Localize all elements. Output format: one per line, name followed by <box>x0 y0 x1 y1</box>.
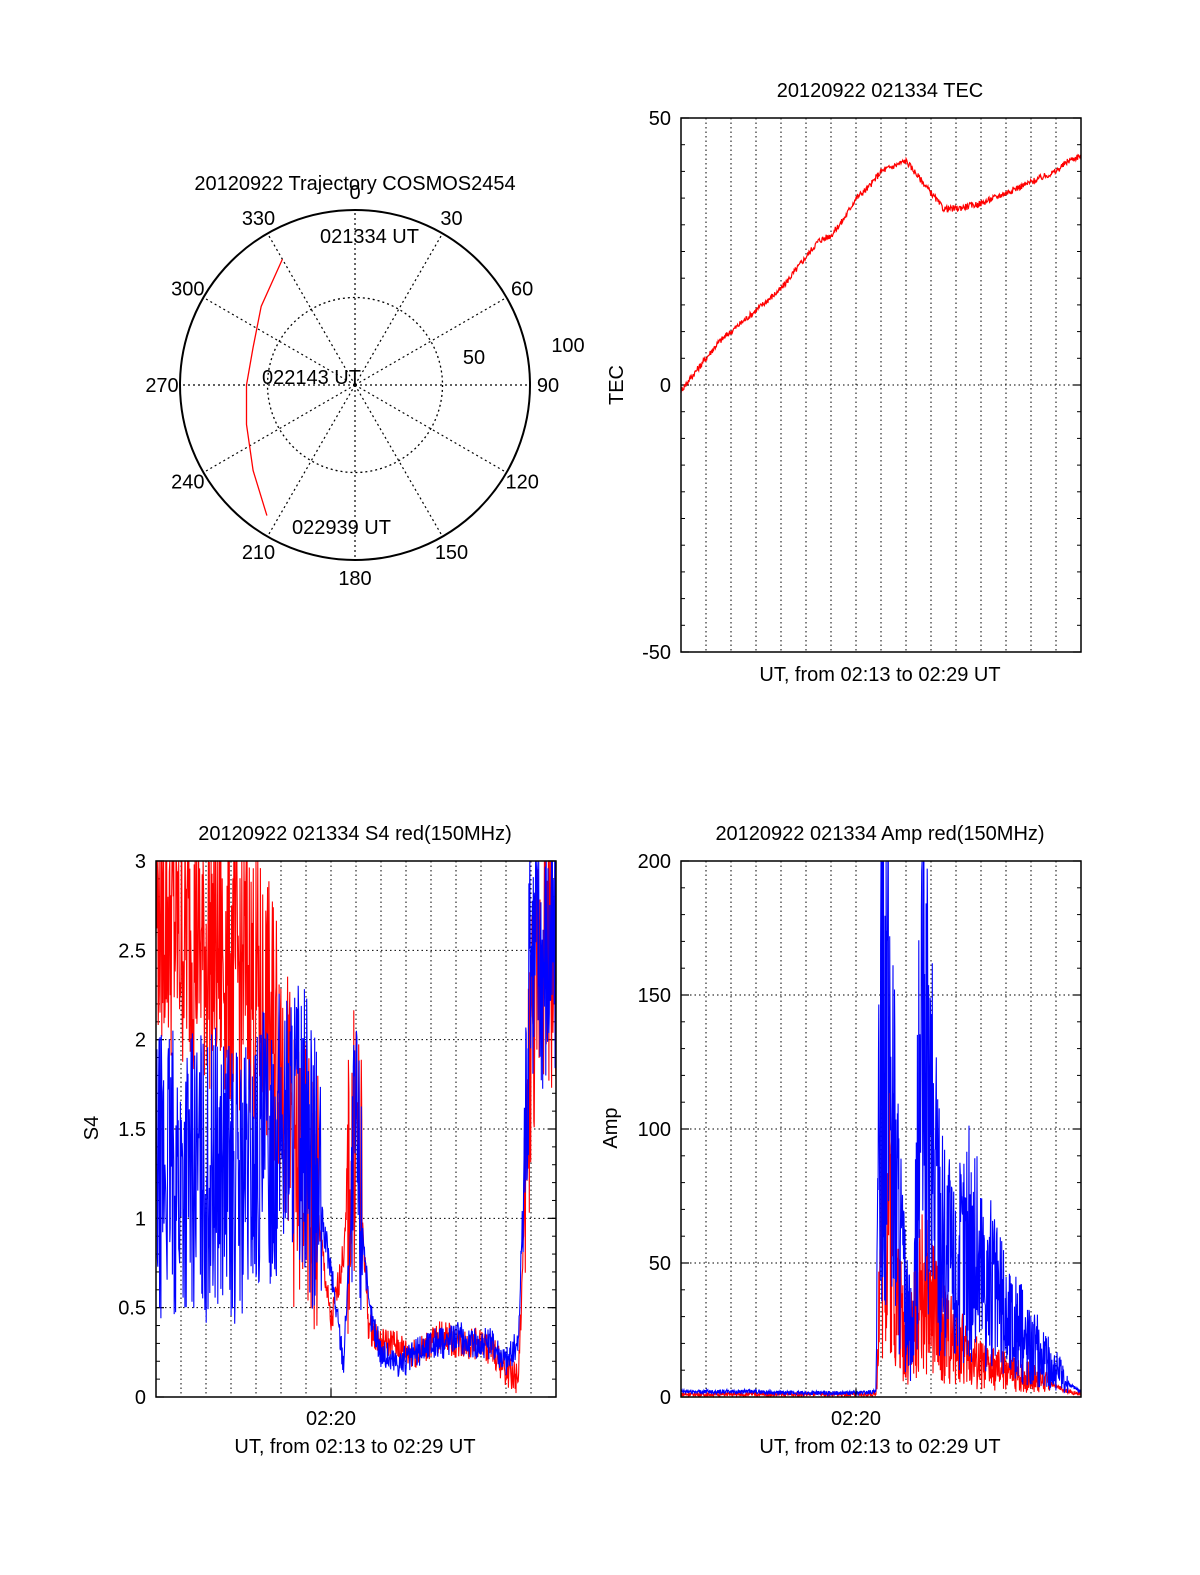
polar-angle-label: 180 <box>338 568 371 590</box>
y-tick-label: 3 <box>135 851 146 873</box>
polar-spoke <box>354 233 444 386</box>
polar-angle-label: 90 <box>537 375 559 397</box>
y-tick-label: 2.5 <box>118 940 146 962</box>
y-tick-label: 200 <box>638 851 671 873</box>
polar-angle-label: 270 <box>145 375 178 397</box>
amp-xlabel: UT, from 02:13 to 02:29 UT <box>759 1436 1000 1458</box>
series-line-red <box>680 1041 1082 1399</box>
polar-angle-label: 150 <box>435 542 468 564</box>
tec-body-frame <box>680 117 1082 653</box>
polar-spoke <box>266 384 356 537</box>
y-tick-label: 150 <box>638 985 671 1007</box>
polar-spoke <box>266 233 356 386</box>
x-tick-label: 02:20 <box>306 1408 356 1430</box>
amp-body-frame <box>680 860 1082 1398</box>
tec-title: 20120922 021334 TEC <box>777 80 983 102</box>
s4-ylabel: S4 <box>81 1116 103 1140</box>
tec-xlabel: UT, from 02:13 to 02:29 UT <box>759 664 1000 686</box>
amp-ylabel: Amp <box>600 1107 622 1148</box>
polar-trajectory-line <box>245 258 283 516</box>
polar-time-annotation: 022939 UT <box>292 517 391 539</box>
series-line-blue <box>155 860 557 1377</box>
polar-angle-label: 240 <box>171 472 204 494</box>
x-tick-label: 02:20 <box>831 1408 881 1430</box>
polar-spoke <box>354 296 507 386</box>
polar-angle-label: 210 <box>242 542 275 564</box>
y-tick-label: 0.5 <box>118 1298 146 1320</box>
y-tick-label: 50 <box>649 1253 671 1275</box>
s4-plot: 20120922 021334 S4 red(150MHz) UT, from … <box>81 823 557 1458</box>
polar-outer-circle <box>179 209 531 561</box>
amp-title: 20120922 021334 Amp red(150MHz) <box>715 823 1044 845</box>
polar-spoke <box>354 384 444 537</box>
y-tick-label: 1.5 <box>118 1119 146 1141</box>
tec-ylabel: TEC <box>606 365 628 405</box>
s4-title: 20120922 021334 S4 red(150MHz) <box>198 823 512 845</box>
polar-spoke <box>203 296 356 386</box>
polar-angle-label: 120 <box>505 472 538 494</box>
y-tick-label: 0 <box>660 1387 671 1409</box>
polar-angle-label: 300 <box>171 279 204 301</box>
polar-angle-label: 0 <box>349 182 360 204</box>
y-tick-label: 0 <box>135 1387 146 1409</box>
polar-radius-label: 100 <box>551 335 584 357</box>
y-tick-label: 1 <box>135 1208 146 1230</box>
s4-xlabel: UT, from 02:13 to 02:29 UT <box>234 1436 475 1458</box>
amp-body-grid <box>681 860 1081 1398</box>
y-tick-label: 2 <box>135 1030 146 1052</box>
series-line-red <box>680 153 1082 393</box>
polar-trajectory-plot: 20120922 Trajectory COSMOS2454 0 30 60 90 12… <box>145 173 584 590</box>
polar-spoke <box>354 384 507 474</box>
polar-angle-label: 60 <box>511 279 533 301</box>
polar-series <box>245 258 283 516</box>
polar-spoke <box>203 384 356 474</box>
polar-angle-label: 30 <box>440 208 462 230</box>
polar-title: 20120922 Trajectory COSMOS2454 <box>194 173 515 195</box>
polar-grid <box>179 209 531 561</box>
y-tick-label: 0 <box>660 375 671 397</box>
polar-inner-circle <box>266 296 444 474</box>
polar-radius-label: 50 <box>463 347 485 369</box>
tec-plot: 20120922 021334 TEC UT, from 02:13 to 02… <box>606 80 1082 686</box>
amp-plot: 20120922 021334 Amp red(150MHz) UT, from… <box>600 823 1082 1458</box>
polar-labels: 0 30 60 90 120 150 180 210 240 270 300 330 50 100 0213… <box>145 182 584 590</box>
tec-body-grid <box>681 117 1081 653</box>
polar-time-annotation: 022143 UT <box>262 367 361 389</box>
y-tick-label: -50 <box>642 642 671 664</box>
y-tick-label: 50 <box>649 108 671 130</box>
y-tick-label: 100 <box>638 1119 671 1141</box>
polar-angle-label: 330 <box>242 208 275 230</box>
polar-time-annotation: 021334 UT <box>320 226 419 248</box>
s4-body-frame <box>155 860 557 1398</box>
